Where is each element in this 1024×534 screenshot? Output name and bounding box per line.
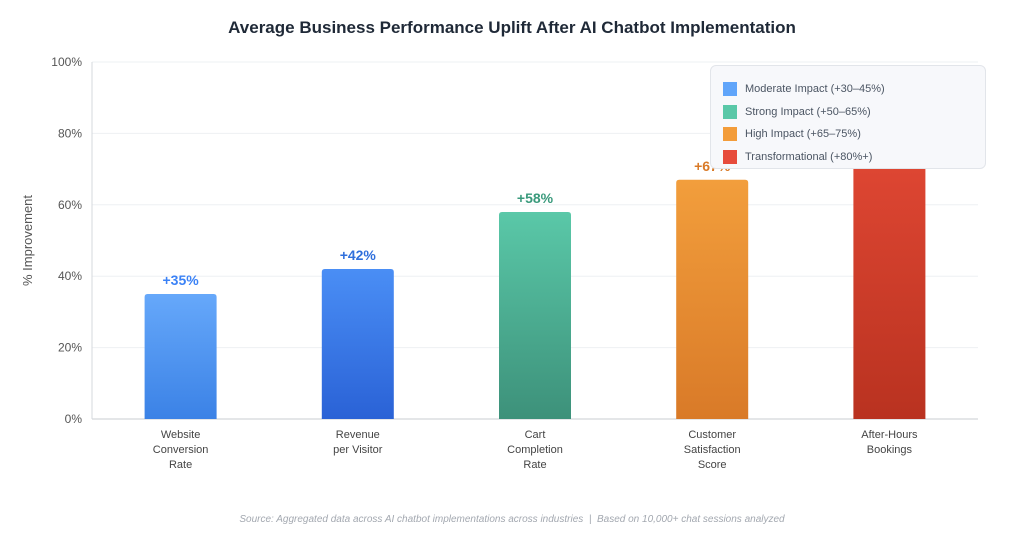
x-tick-label: Cart [525,429,546,441]
legend-item: Strong Impact (+50–65%) [723,101,985,124]
legend-label: High Impact (+65–75%) [745,128,861,141]
x-tick-label: Score [698,459,727,471]
y-tick-label: 80% [58,126,82,140]
data-label: +58% [517,190,554,206]
x-tick-label: Conversion [153,444,209,456]
data-label: +42% [340,247,377,263]
x-tick-label: Customer [688,429,736,441]
legend-label: Transformational (+80%+) [745,150,873,163]
chart-title: Average Business Performance Uplift Afte… [228,18,796,37]
legend-item: High Impact (+65–75%) [723,123,985,146]
bar [144,294,217,419]
x-tick-label: Revenue [336,429,380,441]
legend-swatch [723,82,737,97]
data-label: +35% [162,272,199,288]
x-tick-label: Rate [523,459,546,471]
x-tick-label: Completion [507,444,563,456]
bar [321,269,394,419]
bar [676,179,749,419]
x-tick-label: per Visitor [333,444,383,456]
y-tick-label: 60% [58,198,82,212]
legend: Moderate Impact (+30–45%) Strong Impact … [710,65,986,169]
x-tick-label: Satisfaction [684,444,741,456]
legend-item: Transformational (+80%+) [723,146,985,169]
x-tick-label: Website [161,429,201,441]
bar [853,115,926,420]
y-tick-label: 0% [65,412,83,426]
legend-swatch [723,127,737,142]
x-tick-label: Bookings [867,444,913,456]
legend-label: Moderate Impact (+30–45%) [745,83,885,96]
y-tick-label: 20% [58,341,82,355]
x-tick-label: Rate [169,459,192,471]
legend-swatch [723,149,737,164]
legend-label: Strong Impact (+50–65%) [745,105,871,118]
legend-item: Moderate Impact (+30–45%) [723,78,985,101]
y-axis-label: % Improvement [20,195,35,286]
legend-swatch [723,104,737,119]
bar [499,211,571,419]
x-tick-label: After-Hours [861,429,918,441]
y-tick-label: 100% [51,55,82,69]
source-note: Source: Aggregated data across AI chatbo… [239,514,785,525]
y-tick-label: 40% [58,269,82,283]
